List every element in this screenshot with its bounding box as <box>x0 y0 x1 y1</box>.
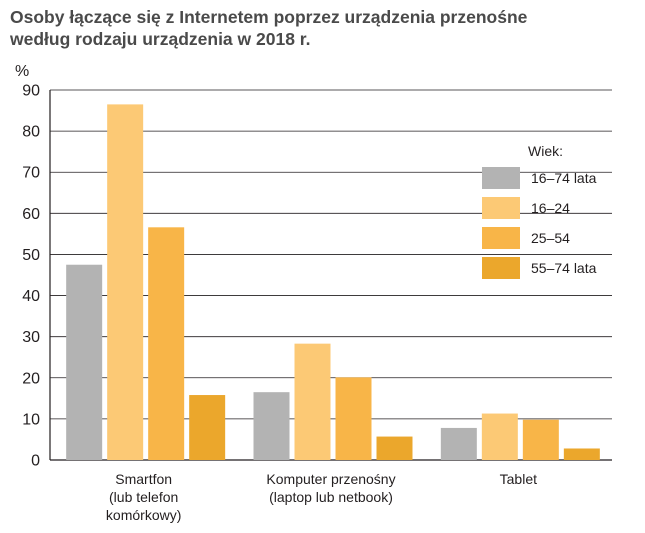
legend-label: 25–54 <box>531 230 570 246</box>
legend-swatch <box>482 227 520 249</box>
bar <box>522 419 559 460</box>
y-tick-label: 60 <box>22 206 40 223</box>
x-tick-label: (lub telefon <box>109 489 178 505</box>
legend-swatch <box>482 167 520 189</box>
y-axis-label: % <box>15 63 29 80</box>
x-tick-label: Tablet <box>500 471 537 487</box>
chart-title-line-2: według rodzaju urządzenia w 2018 r. <box>10 29 311 49</box>
bar <box>376 436 413 460</box>
legend-label: 16–24 <box>531 200 570 216</box>
x-tick-label: Komputer przenośny <box>266 471 395 487</box>
bar <box>481 413 518 460</box>
bar <box>440 427 477 460</box>
bar <box>563 448 600 460</box>
x-tick-label: Smartfon <box>115 471 172 487</box>
y-tick-label: 0 <box>31 453 40 470</box>
bar <box>335 377 372 460</box>
bar <box>66 264 103 460</box>
legend-title: Wiek: <box>528 143 563 159</box>
legend-swatch <box>482 257 520 279</box>
y-tick-label: 10 <box>22 411 40 428</box>
bar <box>294 343 331 460</box>
chart-title: Osoby łączące się z Internetem poprzez u… <box>10 6 630 50</box>
y-tick-label: 90 <box>22 83 40 100</box>
y-tick-label: 70 <box>22 165 40 182</box>
y-tick-label: 40 <box>22 288 40 305</box>
x-tick-label: (laptop lub netbook) <box>269 489 393 505</box>
y-tick-label: 30 <box>22 329 40 346</box>
y-tick-label: 80 <box>22 124 40 141</box>
chart-title-line-1: Osoby łączące się z Internetem poprzez u… <box>10 7 528 27</box>
y-tick-label: 50 <box>22 247 40 264</box>
bar <box>148 227 185 460</box>
bar <box>189 395 226 460</box>
bar <box>253 392 290 460</box>
legend-swatch <box>482 197 520 219</box>
legend-label: 16–74 lata <box>531 170 597 186</box>
legend-label: 55–74 lata <box>531 260 597 276</box>
bar <box>107 104 144 460</box>
x-tick-label: komórkowy) <box>106 507 181 523</box>
y-tick-label: 20 <box>22 370 40 387</box>
